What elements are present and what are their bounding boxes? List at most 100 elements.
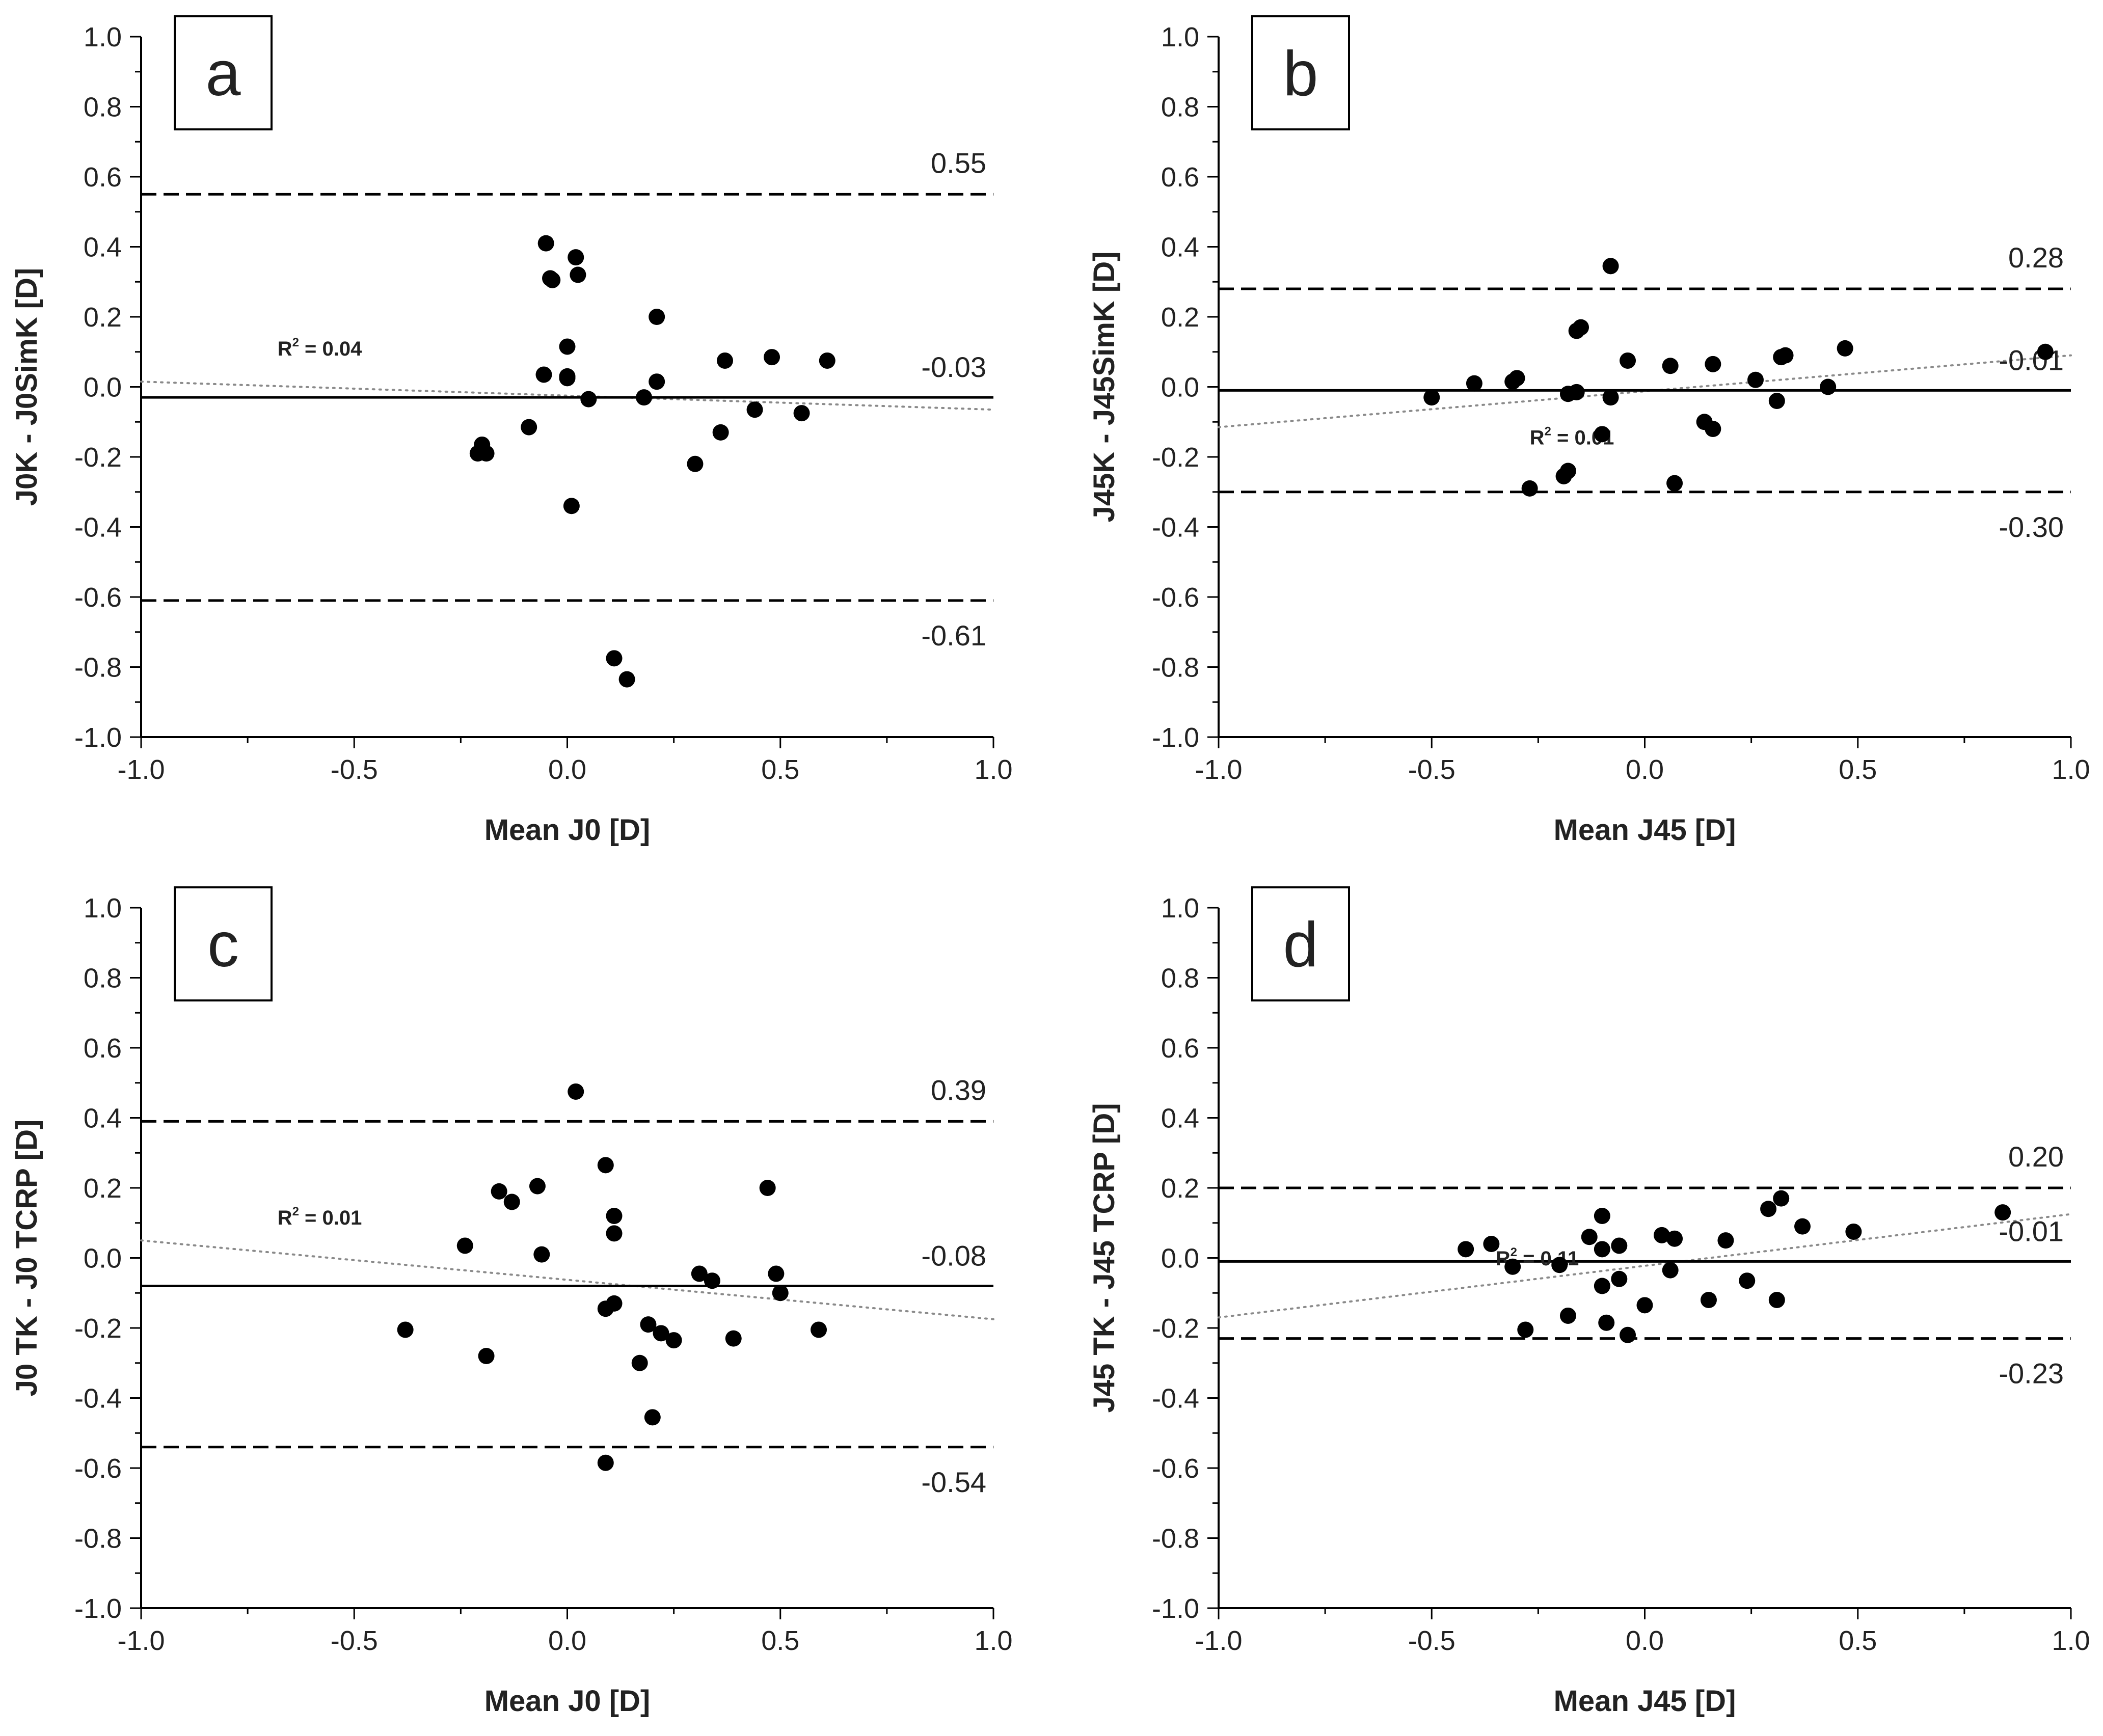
upper-loa-label: 0.39: [931, 1074, 986, 1106]
mean-difference-label: -0.08: [921, 1240, 986, 1272]
r-squared-value: = 0.11: [1517, 1247, 1579, 1270]
y-tick-label: 0.8: [84, 963, 122, 994]
data-point: [636, 389, 653, 406]
y-tick-label: -0.2: [1152, 442, 1199, 473]
y-tick-label: -0.4: [1152, 512, 1199, 543]
lower-loa-label: -0.23: [1999, 1358, 2064, 1390]
r-squared-label: R2 = 0.11: [1496, 1245, 1579, 1270]
data-point: [653, 1325, 669, 1342]
data-point: [764, 349, 780, 366]
data-point: [819, 352, 835, 369]
panel-label: b: [1283, 39, 1318, 109]
panel-label: a: [206, 39, 241, 109]
data-point: [533, 1246, 550, 1263]
data-point: [1602, 258, 1619, 275]
x-tick-label: -0.5: [1408, 1625, 1455, 1656]
data-point: [1423, 389, 1440, 406]
x-tick-label: 1.0: [2052, 1625, 2090, 1656]
data-point: [746, 401, 763, 418]
data-point: [1662, 358, 1679, 374]
data-point: [535, 366, 552, 383]
lower-loa-label: -0.61: [921, 619, 986, 652]
data-point: [544, 272, 561, 288]
data-point: [1653, 1227, 1670, 1243]
data-point: [606, 1208, 623, 1224]
r-squared-value: = 0.01: [299, 1207, 362, 1229]
panel-a: 1.0 0.8 0.6 0.4 0.2 0.0 -0.2 -0.4 -0.6 -0.8 -1.0-1…: [10, 15, 1013, 847]
data-point: [1820, 378, 1837, 395]
data-point: [691, 1265, 708, 1282]
panel-b: 1.0 0.8 0.6 0.4 0.2 0.0 -0.2 -0.4 -0.6 -0.8 -1.0-1…: [1088, 15, 2090, 847]
panel-label: c: [207, 910, 239, 980]
panel-label-box: [174, 886, 273, 1001]
y-tick-label: -0.8: [74, 1524, 122, 1554]
y-tick-label: 0.2: [1161, 302, 1199, 333]
y-tick-label: 1.0: [1161, 22, 1199, 52]
data-point: [521, 419, 537, 436]
upper-loa-label: 0.20: [2008, 1141, 2064, 1173]
data-point: [1594, 1278, 1610, 1294]
panel-label-box: [174, 15, 273, 130]
y-tick-label: 0.0: [84, 372, 122, 403]
y-tick-label: 0.8: [1161, 92, 1199, 123]
y-tick-label: 0.0: [84, 1243, 122, 1274]
x-tick-label: -1.0: [117, 754, 165, 785]
lower-loa-label: -0.30: [1999, 511, 2064, 543]
data-point: [503, 1194, 520, 1210]
y-tick-label: -1.0: [1152, 722, 1199, 753]
y-tick-label: -0.6: [74, 582, 122, 613]
y-tick-label: 1.0: [84, 893, 122, 924]
data-point: [1662, 1262, 1679, 1279]
y-axis-title: J0 TK - J0 TCRP [D]: [10, 1120, 43, 1397]
x-tick-label: 0.5: [1839, 754, 1877, 785]
x-axis-title: Mean J0 [D]: [484, 1685, 651, 1718]
data-point: [537, 235, 554, 252]
x-tick-label: 1.0: [974, 1625, 1012, 1656]
y-tick-label: -0.4: [74, 1384, 122, 1414]
upper-loa-label: 0.55: [931, 147, 986, 179]
data-point: [568, 1083, 584, 1100]
data-point: [1845, 1223, 1862, 1240]
data-point: [1777, 347, 1794, 364]
data-point: [1521, 480, 1538, 497]
y-tick-label: -0.8: [1152, 1524, 1199, 1554]
data-point: [712, 424, 729, 441]
y-tick-label: -0.6: [74, 1453, 122, 1484]
y-tick-label: -0.8: [1152, 653, 1199, 683]
y-tick-label: -0.4: [74, 512, 122, 543]
r-squared-prefix: R: [278, 338, 292, 360]
data-point: [597, 1300, 614, 1317]
r-squared-prefix: R: [278, 1207, 292, 1229]
data-point: [1747, 371, 1764, 388]
y-tick-label: 0.2: [1161, 1173, 1199, 1204]
data-point: [1594, 1208, 1610, 1224]
data-point: [397, 1321, 414, 1338]
data-point: [570, 266, 586, 283]
data-point: [1581, 1229, 1598, 1245]
x-tick-label: -1.0: [117, 1625, 165, 1656]
y-tick-label: 0.4: [1161, 232, 1199, 263]
data-point: [580, 391, 597, 408]
data-point: [1768, 393, 1785, 409]
data-point: [1760, 1201, 1777, 1217]
data-point: [563, 498, 580, 514]
data-point: [478, 445, 495, 462]
y-tick-label: -1.0: [74, 1593, 122, 1624]
y-tick-label: 0.2: [84, 302, 122, 333]
y-tick-label: -0.2: [1152, 1313, 1199, 1344]
data-point: [644, 1409, 661, 1426]
y-tick-label: 0.6: [1161, 162, 1199, 193]
data-point: [665, 1332, 682, 1349]
x-tick-label: -1.0: [1195, 754, 1242, 785]
panel-label: d: [1283, 910, 1318, 980]
data-point: [559, 338, 576, 355]
x-tick-label: -0.5: [1408, 754, 1455, 785]
mean-difference-label: -0.03: [921, 351, 986, 383]
data-point: [597, 1454, 614, 1471]
r-squared-exponent: 2: [292, 1205, 299, 1218]
r-squared-label: R2 = 0.01: [278, 1205, 362, 1229]
y-axis-title: J45 TK - J45 TCRP [D]: [1088, 1103, 1121, 1413]
data-point: [1620, 352, 1636, 369]
data-point: [1594, 426, 1610, 443]
